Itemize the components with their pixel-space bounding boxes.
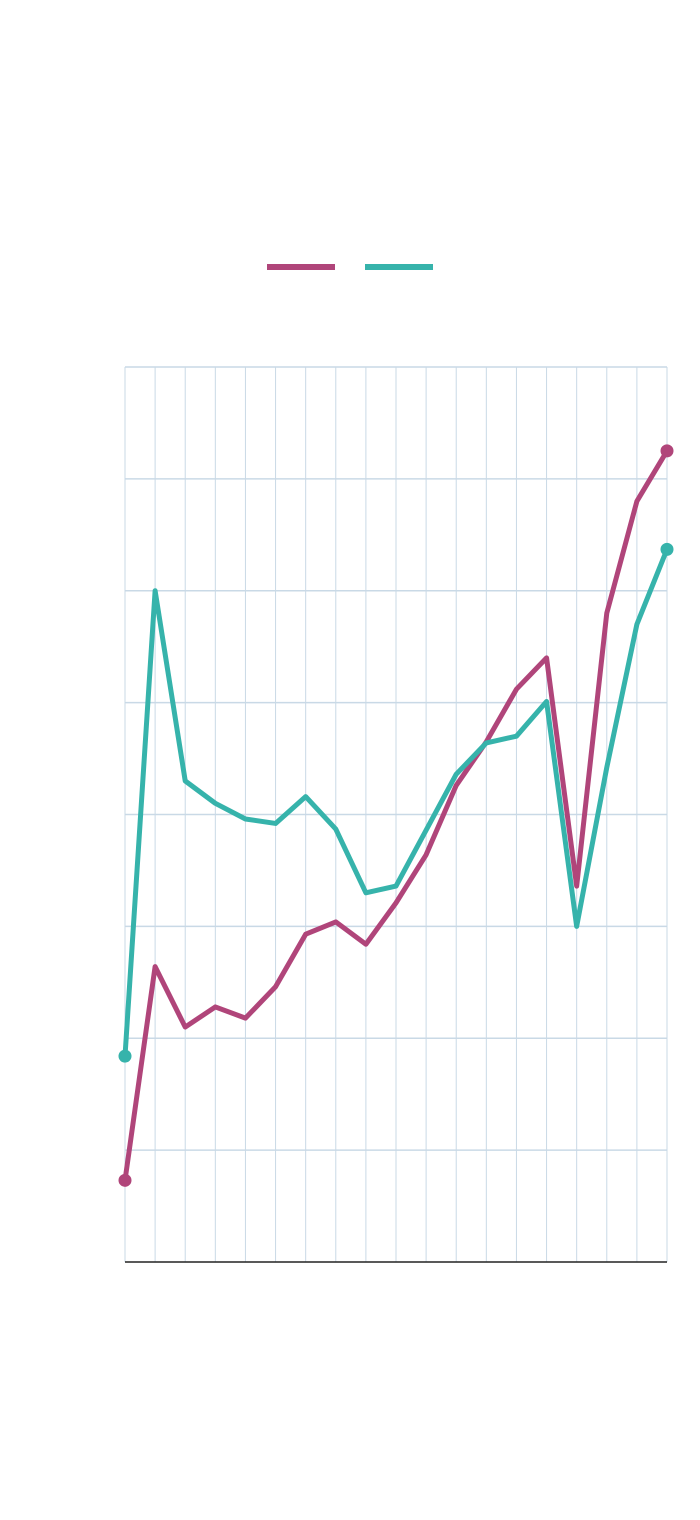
series-2-point [118, 1049, 132, 1063]
series-1-point [118, 1173, 132, 1187]
series-1-point [660, 444, 674, 458]
grid [124, 366, 668, 1262]
series-line-1 [122, 449, 670, 1181]
series-2-point [660, 542, 674, 556]
series-line-2 [122, 548, 670, 1057]
series-group [118, 444, 674, 1187]
